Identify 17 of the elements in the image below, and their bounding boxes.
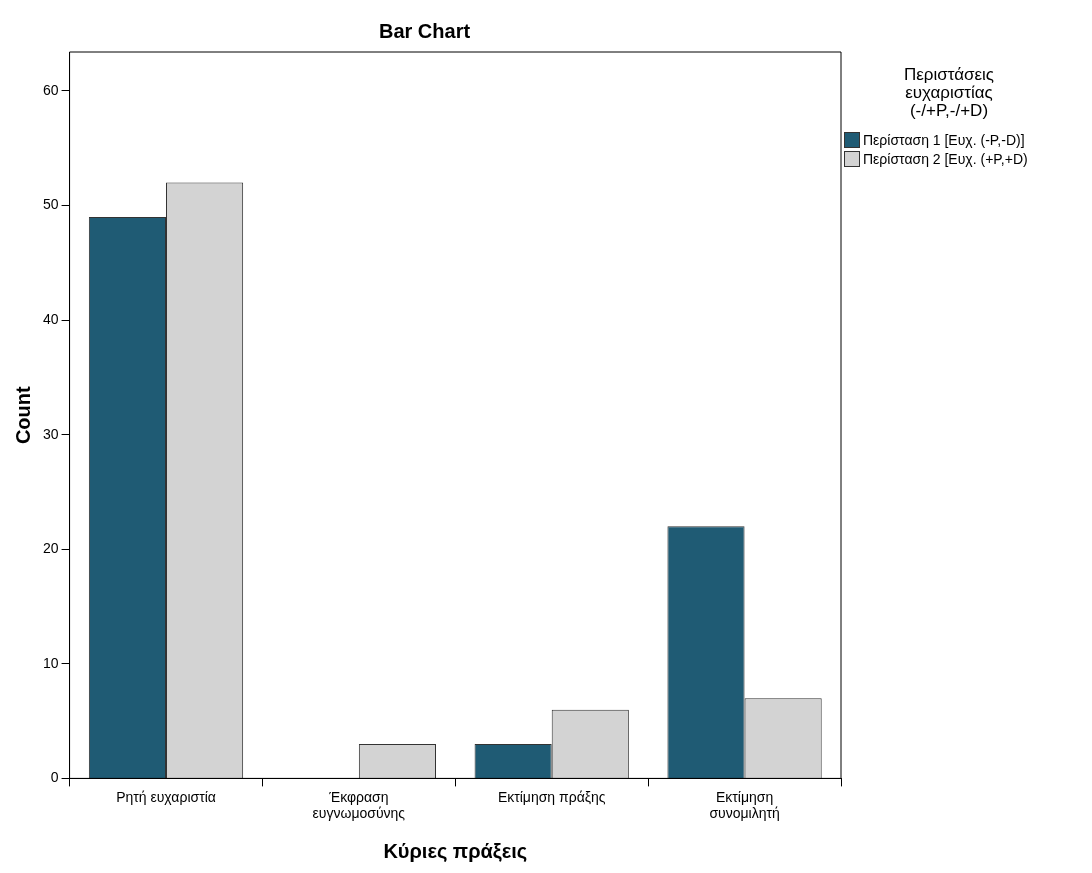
y-axis-title: Count <box>11 385 34 445</box>
legend-label: Περίσταση 2 [Ευχ. (+P,+D) <box>863 150 1028 167</box>
y-tick-label: 30 <box>42 425 59 442</box>
x-tick-label: Ρητή ευχαριστία <box>116 788 216 805</box>
x-tick-label: Εκτίμηση πράξης <box>497 788 606 805</box>
legend-title: Περιστάσεις ευχαριστίας (-/+P,-/+D) <box>902 65 996 120</box>
y-tick-label: 60 <box>42 81 59 98</box>
x-tick-label: Έκφραση ευγνωμοσύνης <box>312 788 406 822</box>
y-tick-label: 50 <box>42 196 59 213</box>
y-tick-label: 10 <box>42 654 59 671</box>
legend-label: Περίσταση 1 [Ευχ. (-P,-D)] <box>863 131 1025 148</box>
y-tick-label: 20 <box>42 540 59 557</box>
x-axis-title: Κύριες πράξεις <box>383 839 528 862</box>
chart-title: Bar Chart <box>378 19 471 42</box>
y-tick-label: 0 <box>50 769 59 786</box>
y-tick-label: 40 <box>42 310 59 327</box>
x-tick-label: Εκτίμηση συνομιλητή <box>709 788 780 822</box>
